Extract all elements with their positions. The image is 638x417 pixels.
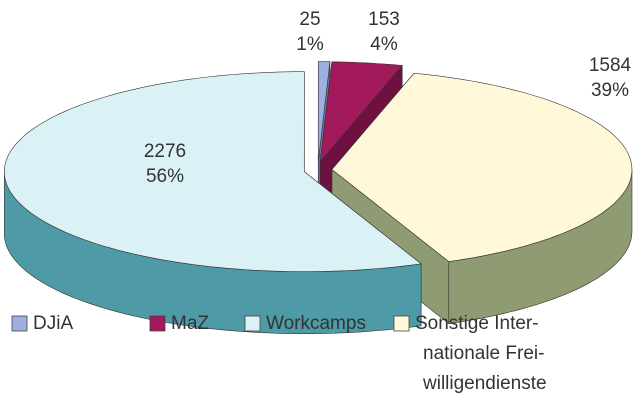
- legend-swatch: [393, 315, 410, 332]
- legend-label: Workcamps: [266, 313, 366, 334]
- percent-label: 1%: [296, 34, 324, 55]
- slice: [3, 71, 422, 272]
- slice: [331, 72, 633, 262]
- value-label: 2276: [144, 141, 186, 162]
- percent-label: 56%: [146, 166, 184, 187]
- legend-label: MaZ: [171, 313, 209, 334]
- slice: [317, 61, 331, 162]
- value-label: 1584: [589, 55, 632, 76]
- percent-label: 39%: [591, 80, 629, 101]
- legend-label: nationale Frei-: [423, 343, 544, 364]
- legend-label: Sonstige Inter-: [415, 313, 539, 334]
- legend-label: DJiA: [33, 313, 73, 334]
- legend-swatch: [149, 315, 166, 332]
- legend-label: willigendienste: [422, 373, 547, 394]
- percent-label: 4%: [370, 34, 398, 55]
- legend-swatch: [244, 315, 261, 332]
- legend-swatch: [11, 315, 28, 332]
- value-label: 153: [368, 9, 400, 30]
- slice: [319, 61, 403, 163]
- value-label: 25: [299, 9, 320, 30]
